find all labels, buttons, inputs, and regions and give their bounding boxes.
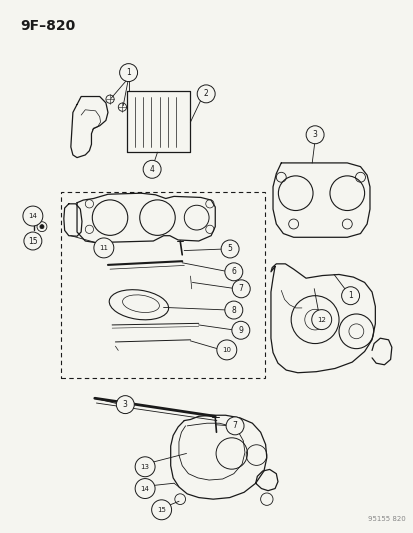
Text: 5: 5 [227, 245, 232, 254]
Circle shape [311, 310, 331, 329]
Circle shape [94, 238, 114, 258]
Circle shape [24, 232, 42, 250]
Text: 3: 3 [312, 130, 317, 139]
Circle shape [135, 457, 155, 477]
Circle shape [232, 280, 249, 298]
Text: 13: 13 [140, 464, 149, 470]
Circle shape [225, 417, 243, 435]
Text: 4: 4 [150, 165, 154, 174]
Circle shape [40, 224, 44, 229]
Text: 8: 8 [231, 305, 236, 314]
Text: 6: 6 [231, 268, 236, 276]
Bar [60, 192, 264, 378]
Circle shape [116, 395, 134, 414]
Text: 1: 1 [347, 291, 352, 300]
Text: 9: 9 [238, 326, 243, 335]
Circle shape [23, 206, 43, 226]
Circle shape [151, 500, 171, 520]
Circle shape [119, 63, 137, 82]
Text: 7: 7 [238, 284, 243, 293]
Text: 7: 7 [232, 422, 237, 430]
Circle shape [224, 301, 242, 319]
Text: 9F–820: 9F–820 [21, 19, 76, 33]
Circle shape [216, 340, 236, 360]
Circle shape [231, 321, 249, 339]
Circle shape [197, 85, 215, 103]
Text: 15: 15 [157, 507, 166, 513]
Text: 15: 15 [28, 237, 38, 246]
Text: 1: 1 [126, 68, 131, 77]
Text: 12: 12 [316, 317, 325, 322]
Circle shape [135, 479, 155, 498]
Circle shape [305, 126, 323, 144]
Circle shape [224, 263, 242, 281]
Text: 10: 10 [222, 347, 231, 353]
Text: 2: 2 [203, 90, 208, 99]
Text: 3: 3 [123, 400, 128, 409]
Circle shape [341, 287, 358, 305]
Circle shape [221, 240, 238, 258]
Text: 14: 14 [140, 486, 149, 491]
Circle shape [143, 160, 161, 178]
Text: 95155 820: 95155 820 [367, 516, 404, 522]
Text: 11: 11 [99, 245, 108, 251]
Text: 14: 14 [28, 213, 37, 219]
